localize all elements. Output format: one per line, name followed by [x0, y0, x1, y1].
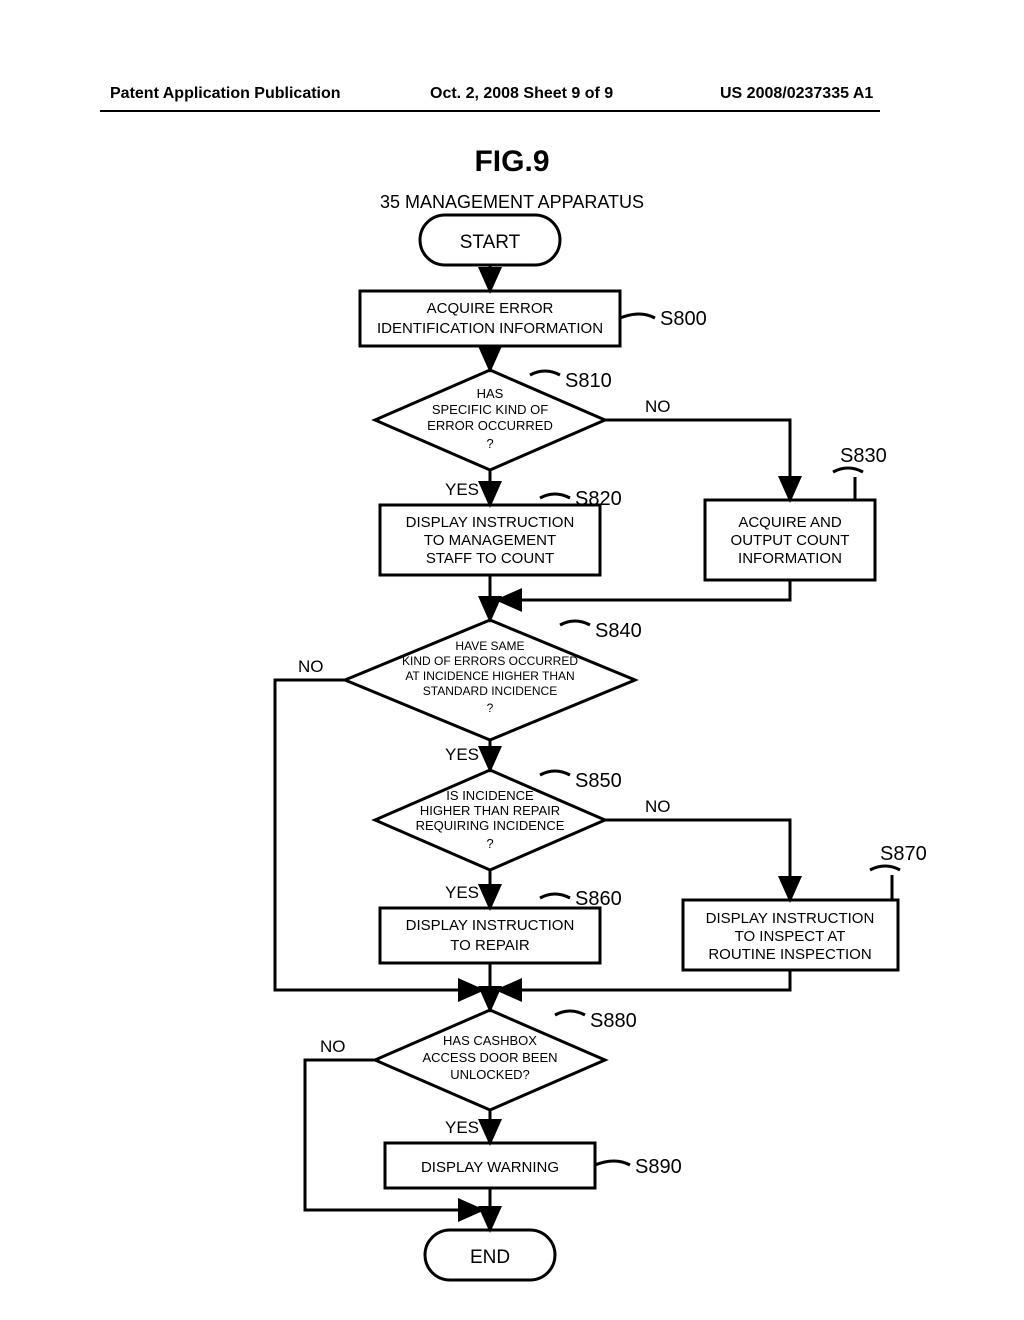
- s800-line2: IDENTIFICATION INFORMATION: [377, 320, 603, 337]
- s860-line2: TO REPAIR: [450, 937, 530, 954]
- end-label: END: [470, 1247, 510, 1268]
- s810-node: HAS SPECIFIC KIND OF ERROR OCCURRED ? S8…: [375, 370, 612, 470]
- s850-line2: HIGHER THAN REPAIR: [420, 803, 560, 818]
- s820-line3: STAFF TO COUNT: [426, 550, 554, 567]
- s810-id: S810: [565, 370, 612, 392]
- s840-line4: STANDARD INCIDENCE: [423, 684, 557, 698]
- edge-s850-s870: [605, 820, 790, 900]
- s880-line2: ACCESS DOOR BEEN: [422, 1050, 557, 1065]
- s840-line5: ?: [487, 701, 494, 715]
- s810-line1: HAS: [477, 386, 504, 401]
- s830-id: S830: [840, 445, 887, 467]
- s850-node: IS INCIDENCE HIGHER THAN REPAIR REQUIRIN…: [375, 770, 622, 870]
- s840-line3: AT INCIDENCE HIGHER THAN: [405, 669, 574, 683]
- s860-node: DISPLAY INSTRUCTION TO REPAIR S860: [380, 888, 622, 963]
- edge-s870-merge: [498, 970, 790, 990]
- s810-line4: ?: [486, 436, 493, 451]
- s800-line1: ACQUIRE ERROR: [427, 300, 554, 317]
- s880-line1: HAS CASHBOX: [443, 1033, 537, 1048]
- s850-line3: REQUIRING INCIDENCE: [416, 818, 565, 833]
- s800-node: ACQUIRE ERROR IDENTIFICATION INFORMATION…: [360, 291, 707, 346]
- s870-id: S870: [880, 843, 927, 865]
- s810-yes: YES: [445, 480, 479, 499]
- s880-no: NO: [320, 1037, 346, 1056]
- s870-line1: DISPLAY INSTRUCTION: [706, 910, 875, 927]
- s860-id: S860: [575, 888, 622, 910]
- s850-yes: YES: [445, 883, 479, 902]
- s820-node: DISPLAY INSTRUCTION TO MANAGEMENT STAFF …: [380, 488, 622, 575]
- edge-s830-merge: [498, 580, 790, 600]
- start-node: START: [420, 215, 560, 265]
- s880-node: HAS CASHBOX ACCESS DOOR BEEN UNLOCKED? S…: [375, 1010, 637, 1110]
- s830-line2: OUTPUT COUNT: [731, 532, 850, 549]
- s800-id: S800: [660, 308, 707, 330]
- s810-line3: ERROR OCCURRED: [427, 418, 553, 433]
- s830-node: ACQUIRE AND OUTPUT COUNT INFORMATION S83…: [705, 445, 887, 580]
- start-label: START: [460, 232, 521, 253]
- s890-node: DISPLAY WARNING S890: [385, 1143, 682, 1188]
- s810-no: NO: [645, 397, 671, 416]
- s870-line2: TO INSPECT AT: [735, 928, 846, 945]
- s820-id: S820: [575, 488, 622, 510]
- s880-id: S880: [590, 1010, 637, 1032]
- edge-s810-s830: [605, 420, 790, 500]
- s890-id: S890: [635, 1156, 682, 1178]
- s840-yes: YES: [445, 745, 479, 764]
- s860-line1: DISPLAY INSTRUCTION: [406, 917, 575, 934]
- s840-line1: HAVE SAME: [455, 639, 524, 653]
- s870-line3: ROUTINE INSPECTION: [708, 946, 871, 963]
- s840-id: S840: [595, 620, 642, 642]
- s830-line3: INFORMATION: [738, 550, 842, 567]
- s850-id: S850: [575, 770, 622, 792]
- s870-node: DISPLAY INSTRUCTION TO INSPECT AT ROUTIN…: [683, 843, 927, 970]
- s810-line2: SPECIFIC KIND OF: [432, 402, 548, 417]
- s850-no: NO: [645, 797, 671, 816]
- s840-line2: KIND OF ERRORS OCCURRED: [402, 654, 578, 668]
- s850-line4: ?: [486, 836, 493, 851]
- s840-node: HAVE SAME KIND OF ERRORS OCCURRED AT INC…: [345, 620, 642, 740]
- s880-line3: UNLOCKED?: [450, 1067, 529, 1082]
- s850-line1: IS INCIDENCE: [446, 788, 534, 803]
- s830-line1: ACQUIRE AND: [738, 514, 842, 531]
- end-node: END: [425, 1230, 555, 1280]
- s890-text: DISPLAY WARNING: [421, 1159, 559, 1176]
- s820-line2: TO MANAGEMENT: [424, 532, 556, 549]
- s840-no: NO: [298, 657, 324, 676]
- s820-line1: DISPLAY INSTRUCTION: [406, 514, 575, 531]
- flowchart-svg: START ACQUIRE ERROR IDENTIFICATION INFOR…: [0, 0, 1024, 1320]
- s880-yes: YES: [445, 1118, 479, 1137]
